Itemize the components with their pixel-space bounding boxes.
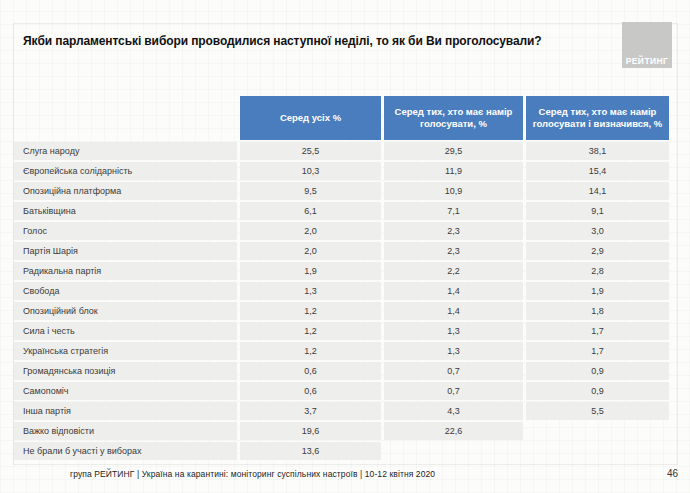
table-row: Громадянська позиція0,60,70,9: [14, 362, 669, 380]
footer-source-text: група РЕЙТИНГ | Україна на карантині: мо…: [70, 469, 435, 479]
table-row: Партія Шарія2,02,32,9: [14, 242, 669, 260]
party-label: Не брали б участі у виборах: [14, 442, 237, 460]
value-cell: 1,3: [240, 282, 381, 300]
value-cell: 1,4: [384, 302, 523, 320]
party-label: Громадянська позиція: [14, 362, 237, 380]
value-cell: 6,1: [240, 202, 381, 220]
column-header-decided: Серед тих, хто має намір голосувати і ви…: [526, 96, 669, 140]
table-row: Радикальна партія1,92,22,8: [14, 262, 669, 280]
value-cell: 15,4: [526, 162, 669, 180]
value-cell: 3,0: [526, 222, 669, 240]
value-cell: 14,1: [526, 182, 669, 200]
table-row: Самопоміч0,60,70,9: [14, 382, 669, 400]
party-label: Самопоміч: [14, 382, 237, 400]
value-cell: 1,4: [384, 282, 523, 300]
value-cell: 9,5: [240, 182, 381, 200]
value-cell: 0,9: [526, 382, 669, 400]
party-label: Європейська солідарність: [14, 162, 237, 180]
value-cell: 1,3: [384, 322, 523, 340]
table-row: Важко відповісти19,622,6: [14, 422, 669, 440]
value-cell: 1,2: [240, 322, 381, 340]
table-row: Не брали б участі у виборах13,6: [14, 442, 669, 460]
table-row: Свобода1,31,41,9: [14, 282, 669, 300]
header-spacer: [14, 96, 237, 140]
table-row: Опозиційний блок1,21,41,8: [14, 302, 669, 320]
empty-cell: [526, 442, 669, 460]
party-label: Українська стратегія: [14, 342, 237, 360]
value-cell: 1,9: [240, 262, 381, 280]
value-cell: 1,3: [384, 342, 523, 360]
value-cell: 0,6: [240, 362, 381, 380]
value-cell: 1,2: [240, 302, 381, 320]
page-number: 46: [667, 468, 678, 479]
value-cell: 11,9: [384, 162, 523, 180]
rating-group-logo-label: РЕЙТИНГ: [626, 56, 669, 66]
empty-cell: [384, 442, 523, 460]
value-cell: 0,7: [384, 362, 523, 380]
value-cell: 29,5: [384, 142, 523, 160]
empty-cell: [526, 422, 669, 440]
value-cell: 22,6: [384, 422, 523, 440]
table-row: Слуга народу25,529,538,1: [14, 142, 669, 160]
value-cell: 19,6: [240, 422, 381, 440]
column-header-intend-to-vote: Серед тих, хто має намір голосувати, %: [384, 96, 523, 140]
party-label: Опозиційний блок: [14, 302, 237, 320]
poll-results-table: Серед усіх % Серед тих, хто має намір го…: [14, 96, 669, 460]
value-cell: 25,5: [240, 142, 381, 160]
table-row: Європейська солідарність10,311,915,4: [14, 162, 669, 180]
table-body: Слуга народу25,529,538,1 Європейська солі…: [14, 142, 669, 460]
value-cell: 9,1: [526, 202, 669, 220]
value-cell: 2,2: [384, 262, 523, 280]
value-cell: 2,8: [526, 262, 669, 280]
slide: Якби парламентські вибори проводилися на…: [0, 0, 690, 493]
value-cell: 2,9: [526, 242, 669, 260]
slide-title: Якби парламентські вибори проводилися на…: [23, 34, 588, 49]
rating-group-logo: РЕЙТИНГ: [622, 22, 672, 68]
value-cell: 2,3: [384, 222, 523, 240]
value-cell: 2,3: [384, 242, 523, 260]
value-cell: 2,0: [240, 242, 381, 260]
party-label: Партія Шарія: [14, 242, 237, 260]
value-cell: 5,5: [526, 402, 669, 420]
party-label: Сила і честь: [14, 322, 237, 340]
value-cell: 0,7: [384, 382, 523, 400]
value-cell: 2,0: [240, 222, 381, 240]
party-label: Опозиційна платформа: [14, 182, 237, 200]
party-label: Важко відповісти: [14, 422, 237, 440]
value-cell: 7,1: [384, 202, 523, 220]
value-cell: 38,1: [526, 142, 669, 160]
value-cell: 4,3: [384, 402, 523, 420]
value-cell: 3,7: [240, 402, 381, 420]
table-row: Сила і честь1,21,31,7: [14, 322, 669, 340]
column-header-all: Серед усіх %: [240, 96, 381, 140]
value-cell: 13,6: [240, 442, 381, 460]
party-label: Батьківщина: [14, 202, 237, 220]
table-row: Голос2,02,33,0: [14, 222, 669, 240]
value-cell: 0,9: [526, 362, 669, 380]
value-cell: 1,8: [526, 302, 669, 320]
value-cell: 1,7: [526, 342, 669, 360]
value-cell: 1,2: [240, 342, 381, 360]
value-cell: 10,3: [240, 162, 381, 180]
party-label: Свобода: [14, 282, 237, 300]
value-cell: 1,7: [526, 322, 669, 340]
table-header-row: Серед усіх % Серед тих, хто має намір го…: [14, 96, 669, 140]
value-cell: 0,6: [240, 382, 381, 400]
table-row: Українська стратегія1,21,31,7: [14, 342, 669, 360]
party-label: Слуга народу: [14, 142, 237, 160]
party-label: Голос: [14, 222, 237, 240]
party-label: Радикальна партія: [14, 262, 237, 280]
table-row: Батьківщина6,17,19,1: [14, 202, 669, 220]
table-row: Інша партія3,74,35,5: [14, 402, 669, 420]
value-cell: 10,9: [384, 182, 523, 200]
table-row: Опозиційна платформа9,510,914,1: [14, 182, 669, 200]
party-label: Інша партія: [14, 402, 237, 420]
value-cell: 1,9: [526, 282, 669, 300]
